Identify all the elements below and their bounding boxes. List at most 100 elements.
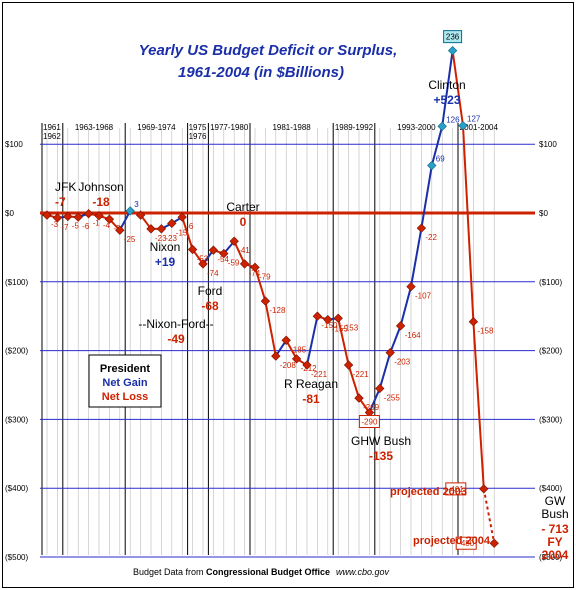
projected-2004-label: projected 2004 (413, 535, 491, 547)
data-point-1993 (375, 383, 385, 394)
y-tick-label-left: $0 (5, 209, 14, 218)
series-segment (378, 352, 392, 389)
period-label: 1962 (43, 132, 61, 141)
data-point-1981 (250, 262, 260, 273)
data-label-1963: -5 (72, 221, 80, 230)
boxed-label-1992 (358, 415, 380, 429)
y-tick-label-left: ($200) (5, 347, 28, 356)
period-label: 1976 (189, 132, 207, 141)
y-tick-label-left: $100 (5, 140, 23, 149)
data-point-2004 (489, 538, 499, 548)
data-label-1995: -164 (405, 331, 422, 340)
data-label-1976: -74 (207, 269, 219, 278)
president-value: 2004 (542, 548, 569, 562)
data-label-1996: -107 (415, 292, 432, 301)
series-segment (264, 300, 277, 357)
data-point-1984 (281, 335, 291, 345)
data-point-1967 (104, 214, 115, 224)
data-label-2002: -158 (477, 327, 494, 336)
data-label-1964: -6 (82, 222, 90, 231)
data-labels: -3 -7 -5 -6 -1 -4 -9-253-23-23-15-6-53-74-54-5… (51, 30, 494, 550)
data-point-1978 (219, 248, 229, 259)
y-tick-label-right: ($100) (539, 278, 562, 287)
president-value: 0 (240, 215, 247, 229)
president-name: --Nixon-Ford-- (138, 317, 213, 331)
data-point-1964 (73, 212, 83, 222)
data-label-1994: -203 (394, 358, 411, 367)
data-point-1965 (83, 209, 94, 219)
series-segment (472, 321, 485, 489)
data-point-1989 (333, 313, 343, 323)
data-label-1968: -25 (124, 235, 136, 244)
gridlines (40, 123, 535, 558)
period-label: 1961 (43, 123, 61, 132)
president-name: Ford (198, 284, 223, 298)
data-label-1962: -7 (61, 223, 69, 232)
data-label-1975: -53 (197, 254, 209, 263)
data-point-1988 (323, 314, 333, 325)
data-label-1973: -15 (176, 228, 188, 237)
data-point-1983 (271, 351, 281, 361)
data-point-2002 (468, 317, 479, 327)
data-label-2003: -401 (448, 485, 465, 494)
footer-url: www.cbo.gov (336, 567, 390, 577)
data-label-1969: 3 (134, 200, 139, 209)
data-point-1995 (395, 321, 406, 331)
footer-prefix: Budget Data from (133, 567, 206, 577)
data-label-1998: 69 (436, 155, 445, 164)
data-label-1971: -23 (155, 234, 167, 243)
y-tick-label-right: ($200) (539, 347, 562, 356)
data-point-1966 (94, 211, 104, 221)
data-label-2001: 127 (467, 115, 481, 124)
series-segment (233, 240, 246, 265)
data-label-1991: -269 (363, 403, 380, 412)
series-segment (389, 325, 402, 354)
data-label-1989: -153 (342, 323, 359, 332)
data-label-1983: -208 (280, 361, 297, 370)
data-label-1981: -79 (259, 272, 271, 281)
series-segment (410, 227, 423, 287)
data-point-1994 (385, 347, 395, 358)
president-name: Johnson (78, 180, 123, 194)
president-value: -49 (167, 332, 185, 346)
legend-box (88, 354, 162, 408)
president-name: R Reagan (284, 377, 338, 391)
series-segment (451, 50, 464, 126)
data-point-1996 (406, 281, 416, 292)
president-value: -135 (369, 449, 393, 463)
data-point-1969 (125, 206, 135, 216)
data-label-1974: -6 (186, 222, 194, 231)
series-segment (254, 267, 267, 302)
data-point-2000 (447, 45, 458, 56)
y-tick-label-left: ($100) (5, 278, 28, 287)
data-point-1999 (437, 121, 447, 131)
y-tick-label-left: ($500) (5, 553, 28, 562)
period-label: 1963-1968 (75, 123, 114, 132)
data-point-1961 (42, 210, 52, 220)
chart-subtitle: 1961-2004 (in $Billions) (178, 64, 344, 81)
data-label-1993: -255 (384, 393, 401, 402)
data-point-1985 (291, 354, 302, 364)
president-value: +523 (433, 93, 460, 107)
series-segment (462, 125, 475, 322)
president-name: Clinton (428, 78, 465, 92)
series-segment (420, 165, 433, 229)
data-point-2001 (458, 120, 468, 131)
data-label-1965: -1 (93, 219, 101, 228)
data-point-1997 (416, 223, 427, 233)
data-label-1978: -59 (228, 259, 240, 268)
footer-source: Budget Data from Congressional Budget Of… (133, 567, 390, 577)
boxed-label-2004 (455, 536, 477, 550)
data-label-1999: 126 (446, 115, 460, 124)
series-segment (285, 339, 298, 360)
budget-chart: $100 $100 $0 $0 ($100) ($100) ($200) ($200) ($30… (5, 30, 569, 577)
president-name: Nixon (150, 240, 181, 254)
president-value: -7 (55, 195, 66, 209)
president-value: FY (547, 535, 562, 549)
data-point-1979 (229, 236, 239, 246)
president-value: - 713 (541, 522, 569, 536)
period-label: 1969-1974 (137, 123, 176, 132)
projected-2003-label: projected 2003 (390, 486, 467, 498)
data-label-1961: -3 (51, 220, 59, 229)
